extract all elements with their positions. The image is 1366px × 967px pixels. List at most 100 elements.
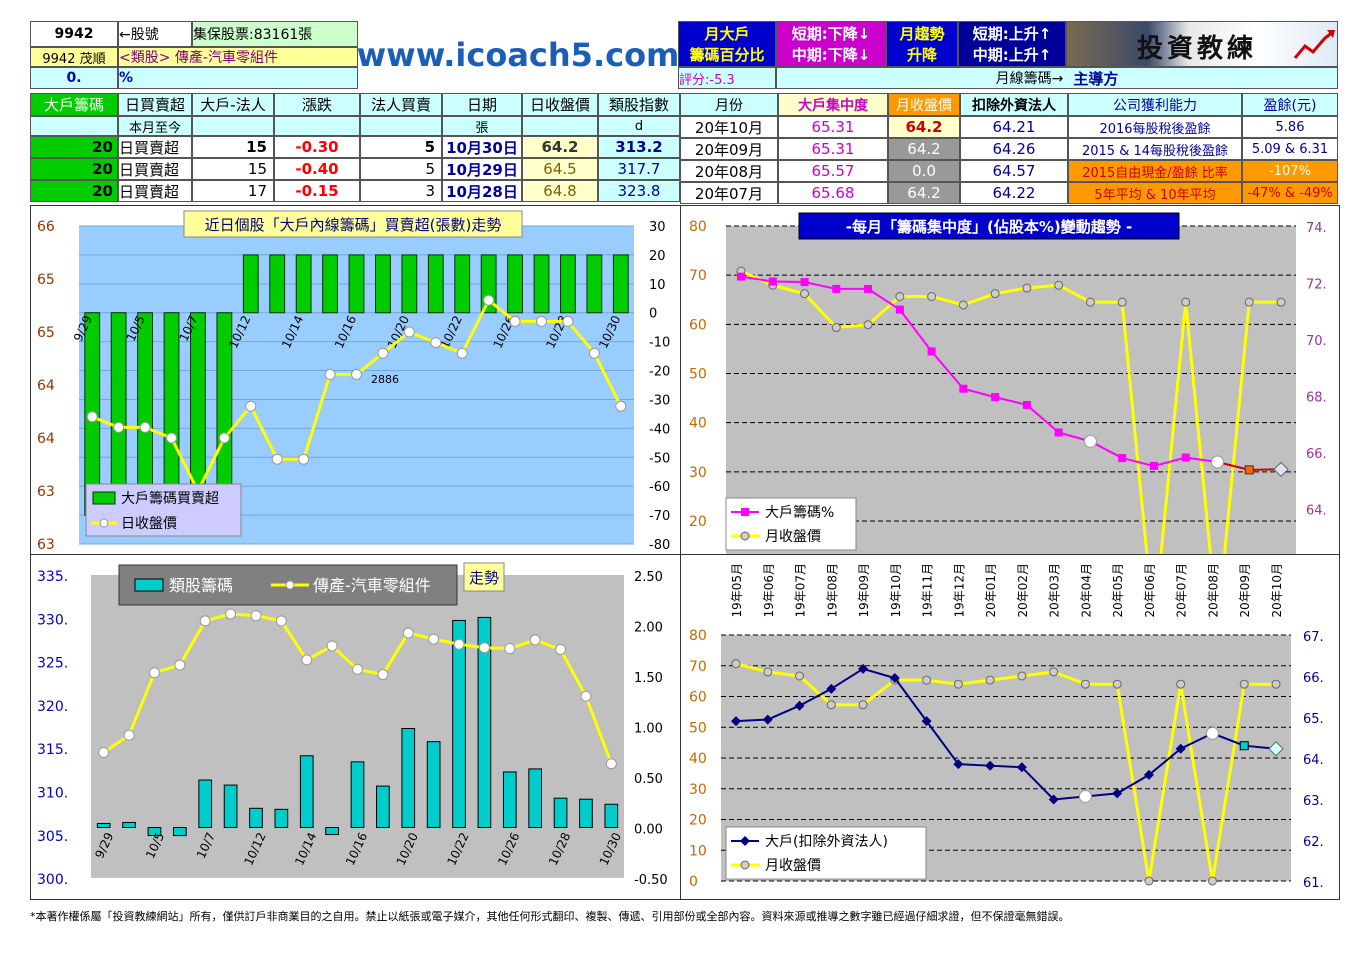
daily-subheader-0 bbox=[30, 116, 118, 136]
price-point bbox=[509, 315, 521, 327]
price-point bbox=[166, 432, 177, 444]
bar bbox=[579, 798, 593, 829]
bar bbox=[249, 807, 263, 828]
holder-point bbox=[800, 278, 809, 287]
price-point bbox=[927, 292, 937, 301]
bar bbox=[350, 761, 365, 829]
left-tick-label: 300. bbox=[37, 872, 68, 888]
monthly-row-0-cell-2: 64.2 bbox=[888, 116, 960, 138]
daily-row-2-cell-3: -0.15 bbox=[274, 180, 360, 202]
daily-row-0-cell-7: 313.2 bbox=[598, 136, 680, 158]
legend-box bbox=[725, 826, 927, 880]
right-tick-label: 1.00 bbox=[634, 722, 663, 737]
right-tick-label: -30 bbox=[649, 393, 670, 408]
left-tick-label: 66 bbox=[37, 219, 55, 235]
daily-row-0-cell-2: 15 bbox=[192, 136, 274, 158]
holder-point bbox=[985, 760, 996, 771]
monthly-row-1-cell-3: 64.26 bbox=[960, 138, 1068, 160]
monthly-trend-box: 月趨勢 升降 bbox=[886, 21, 958, 67]
sector-point bbox=[301, 654, 313, 666]
holder-point bbox=[1112, 788, 1123, 799]
sector-point bbox=[402, 627, 414, 639]
left-tick-label: 63 bbox=[37, 484, 55, 500]
holder-point bbox=[991, 393, 1000, 402]
right-tick-label: 64. bbox=[1306, 504, 1327, 519]
score-value: 評分:-5.3 bbox=[678, 67, 776, 89]
monthly-row-3-cell-0: 20年07月 bbox=[680, 182, 778, 204]
daily-row-0-cell-6: 64.2 bbox=[522, 136, 598, 158]
left-tick-label: 10 bbox=[689, 843, 707, 859]
chart-title: -每月「籌碼集中度」(佔股本%)變動趨勢 - bbox=[846, 218, 1132, 236]
holder-point bbox=[1143, 769, 1154, 780]
rise-fall-title: 升降 bbox=[906, 46, 937, 64]
legend-bar-swatch bbox=[92, 491, 116, 505]
left-tick-label: 310. bbox=[37, 786, 68, 802]
holder-point bbox=[826, 683, 837, 694]
price-point bbox=[990, 289, 1000, 299]
x-tick-label: 19年11月 bbox=[921, 563, 935, 618]
holder-point bbox=[1244, 465, 1254, 475]
left-tick-label: 30 bbox=[689, 782, 707, 798]
title-box bbox=[183, 210, 523, 238]
daily-row-2-cell-2: 17 bbox=[192, 180, 274, 202]
daily-row-2-cell-4: 3 bbox=[360, 180, 442, 202]
holder-point bbox=[1016, 762, 1027, 773]
daily-subheader-4 bbox=[360, 116, 442, 136]
price-point bbox=[1276, 297, 1286, 307]
price-point bbox=[86, 411, 98, 423]
price-point bbox=[483, 294, 495, 306]
legend-label: 月收盤價 bbox=[765, 528, 821, 545]
x-tick-label: 20年08月 bbox=[1206, 563, 1220, 618]
shares-label: 集保股票:83161張 bbox=[192, 21, 358, 47]
daily-row-2-cell-0: 20 bbox=[30, 180, 118, 202]
chart-panel-3: 335. 330. 325. 320. 315. 310. 305. 300. -0.50 0.0… bbox=[30, 554, 682, 900]
holder-point bbox=[794, 700, 805, 711]
sector-point bbox=[199, 615, 211, 627]
price-point bbox=[245, 400, 257, 412]
price-line bbox=[740, 269, 1281, 555]
left-tick-label: 80 bbox=[689, 628, 707, 644]
price-point bbox=[800, 289, 810, 299]
sector-chip-chart: 335. 330. 325. 320. 315. 310. 305. 300. -0.50 0.0… bbox=[37, 562, 668, 888]
daily-row-2-cell-5: 10月28日 bbox=[442, 180, 522, 202]
price-point bbox=[1054, 280, 1064, 290]
daily-subheader-1: 本月至今 bbox=[118, 116, 192, 136]
right-tick-label: 30 bbox=[649, 220, 666, 235]
monthly-big-holder-box: 月大戶 籌碼百分比 bbox=[678, 21, 776, 67]
stock-code-label: ←股號 bbox=[118, 21, 192, 47]
right-tick-label: 62. bbox=[1303, 835, 1324, 850]
monthly-row-0-cell-0: 20年10月 bbox=[680, 116, 778, 138]
left-tick-label: 64 bbox=[37, 431, 55, 447]
holder-point bbox=[927, 347, 936, 356]
monthly-row-2-cell-3: 64.57 bbox=[960, 160, 1068, 182]
price-point bbox=[351, 368, 362, 380]
daily-row-1-cell-5: 10月29日 bbox=[442, 158, 522, 180]
daily-row-2-cell-1: 日買賣超 bbox=[118, 180, 192, 202]
price-point bbox=[1271, 679, 1281, 689]
price-point bbox=[795, 671, 805, 681]
bar bbox=[560, 254, 576, 314]
monthly-row-2-cell-0: 20年08月 bbox=[680, 160, 778, 182]
holder-point bbox=[1181, 453, 1190, 462]
right-tick-label: 66. bbox=[1306, 447, 1327, 462]
sector-point bbox=[250, 610, 262, 622]
price-point bbox=[826, 700, 836, 710]
site-url[interactable]: www.icoach5.com bbox=[358, 36, 678, 74]
price-point bbox=[271, 453, 283, 465]
price-point bbox=[403, 326, 415, 338]
bar bbox=[198, 779, 213, 828]
daily-row-2-cell-6: 64.8 bbox=[522, 180, 598, 202]
right-tick-label: 2.00 bbox=[634, 621, 663, 636]
sector-point bbox=[529, 634, 541, 646]
monthly-row-3-cell-2: 64.2 bbox=[888, 182, 960, 204]
x-tick-label: 20年05月 bbox=[1111, 563, 1125, 618]
left-tick-label: 70 bbox=[689, 659, 707, 675]
chart-panel-1: -80 -70 -60 -50 -40 -30 -20 -10 0 10 20 30 66 65 65 64 6… bbox=[30, 205, 682, 556]
bar bbox=[533, 254, 550, 314]
annotation: 2886 bbox=[371, 373, 399, 386]
monthly-row-0-cell-3: 64.21 bbox=[960, 116, 1068, 138]
holder-point bbox=[1054, 428, 1063, 437]
price-line bbox=[735, 662, 1276, 882]
sector-point bbox=[504, 643, 516, 655]
left-tick-label: 20 bbox=[689, 813, 707, 829]
